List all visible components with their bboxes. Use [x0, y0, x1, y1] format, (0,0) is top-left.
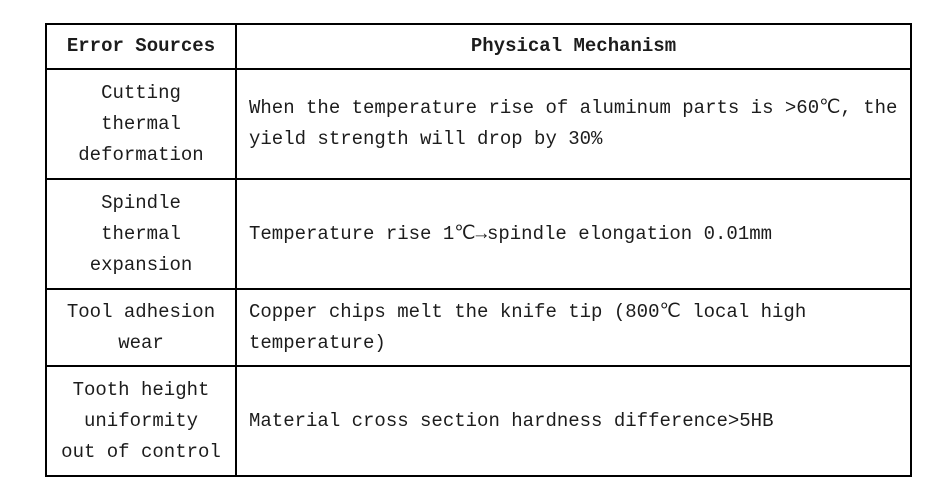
cell-line: thermal: [101, 222, 181, 245]
error-source-cell: Tooth height uniformity out of control: [45, 365, 237, 477]
header-row: Error Sources Physical Mechanism: [45, 23, 912, 70]
cell-line: temperature): [249, 331, 386, 354]
cell-line: yield strength will drop by 30%: [249, 128, 603, 150]
cell-line: deformation: [78, 143, 204, 166]
error-mechanism-table: Error Sources Physical Mechanism Cutting…: [45, 23, 912, 477]
cell-line: Spindle: [101, 191, 181, 214]
cell-line: thermal: [101, 112, 181, 135]
col-header-physical-mechanism: Physical Mechanism: [235, 23, 912, 70]
table-row: Tooth height uniformity out of control M…: [45, 365, 912, 477]
mechanism-cell: Copper chips melt the knife tip (800℃ lo…: [235, 288, 912, 367]
cell-line: Copper chips melt the knife tip (800℃ lo…: [249, 300, 807, 323]
mechanism-cell: When the temperature rise of aluminum pa…: [235, 68, 912, 180]
table-row: Tool adhesion wear Copper chips melt the…: [45, 288, 912, 367]
error-source-cell: Tool adhesion wear: [45, 288, 237, 367]
col-header-error-sources: Error Sources: [45, 23, 237, 70]
cell-line: Cutting: [101, 81, 181, 104]
error-source-cell: Cutting thermal deformation: [45, 68, 237, 180]
cell-line: Temperature rise 1℃→spindle elongation 0…: [249, 222, 773, 245]
table-row: Cutting thermal deformation When the tem…: [45, 68, 912, 180]
cell-line: expansion: [89, 253, 193, 276]
mechanism-cell: Material cross section hardness differen…: [235, 365, 912, 477]
cell-line: Material cross section hardness differen…: [249, 409, 774, 432]
error-source-cell: Spindle thermal expansion: [45, 178, 237, 290]
cell-line: wear: [118, 331, 164, 354]
cell-line: Tool adhesion: [66, 300, 216, 323]
table-row: Spindle thermal expansion Temperature ri…: [45, 178, 912, 290]
cell-line: uniformity: [83, 409, 199, 432]
mechanism-cell: Temperature rise 1℃→spindle elongation 0…: [235, 178, 912, 290]
cell-line: When the temperature rise of aluminum pa…: [249, 97, 898, 119]
cell-line: Tooth height: [72, 378, 210, 401]
cell-line: out of control: [61, 440, 221, 463]
